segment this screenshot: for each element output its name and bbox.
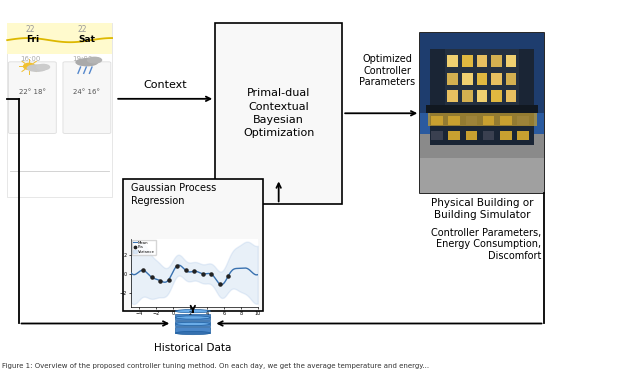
FancyBboxPatch shape [477,90,487,102]
Circle shape [24,63,35,69]
Ellipse shape [36,65,49,70]
Ellipse shape [28,65,46,71]
FancyBboxPatch shape [431,131,443,141]
Text: 16:00: 16:00 [20,56,40,62]
Text: Gaussian Process
Regression: Gaussian Process Regression [131,183,216,206]
FancyBboxPatch shape [462,73,472,85]
Text: 22: 22 [26,25,35,34]
FancyBboxPatch shape [517,115,529,125]
Text: Controller Parameters,
Energy Consumption,
Discomfort: Controller Parameters, Energy Consumptio… [431,228,541,261]
FancyBboxPatch shape [420,33,544,193]
FancyBboxPatch shape [175,327,211,333]
Text: Primal-dual
Contextual
Bayesian
Optimization: Primal-dual Contextual Bayesian Optimiza… [243,89,314,138]
FancyBboxPatch shape [420,158,544,193]
FancyBboxPatch shape [430,49,534,145]
FancyBboxPatch shape [465,131,477,141]
FancyBboxPatch shape [426,105,538,113]
FancyBboxPatch shape [492,73,502,85]
Text: 22: 22 [78,25,88,34]
Ellipse shape [175,331,211,335]
FancyBboxPatch shape [447,90,458,102]
FancyBboxPatch shape [445,49,519,105]
FancyBboxPatch shape [215,23,342,204]
FancyBboxPatch shape [506,55,516,67]
FancyBboxPatch shape [477,73,487,85]
FancyBboxPatch shape [465,115,477,125]
FancyBboxPatch shape [447,55,458,67]
FancyBboxPatch shape [462,90,472,102]
FancyBboxPatch shape [500,131,511,141]
FancyBboxPatch shape [492,55,502,67]
Ellipse shape [88,57,102,63]
Text: Physical Building or
Building Simulator: Physical Building or Building Simulator [431,199,533,220]
FancyBboxPatch shape [8,62,56,134]
FancyBboxPatch shape [447,73,458,85]
FancyBboxPatch shape [477,55,487,67]
FancyBboxPatch shape [420,134,544,193]
Ellipse shape [76,59,98,66]
Ellipse shape [175,310,211,313]
Ellipse shape [175,322,211,325]
FancyBboxPatch shape [500,115,511,125]
FancyBboxPatch shape [431,115,443,125]
Text: 22° 18°: 22° 18° [19,89,46,95]
FancyBboxPatch shape [483,131,495,141]
FancyBboxPatch shape [7,23,112,54]
Text: Fri: Fri [26,35,39,44]
Ellipse shape [175,316,211,319]
FancyBboxPatch shape [492,90,502,102]
FancyBboxPatch shape [517,131,529,141]
FancyBboxPatch shape [506,90,516,102]
FancyBboxPatch shape [462,55,472,67]
FancyBboxPatch shape [420,33,544,137]
Text: Context: Context [143,80,187,90]
FancyBboxPatch shape [506,73,516,85]
FancyBboxPatch shape [175,314,211,320]
Text: 24° 16°: 24° 16° [74,89,100,95]
Text: Figure 1: Overview of the proposed controller tuning method. On each day, we get: Figure 1: Overview of the proposed contr… [2,363,429,369]
FancyBboxPatch shape [449,115,460,125]
FancyBboxPatch shape [7,23,112,197]
FancyBboxPatch shape [175,321,211,327]
FancyBboxPatch shape [483,115,495,125]
FancyBboxPatch shape [449,131,460,141]
Text: Sat: Sat [79,35,95,44]
Text: 19:00: 19:00 [72,56,93,62]
FancyBboxPatch shape [63,62,111,134]
FancyBboxPatch shape [420,113,544,137]
FancyBboxPatch shape [123,179,263,311]
Text: Historical Data: Historical Data [154,343,232,353]
Text: Optimized
Controller
Parameters: Optimized Controller Parameters [360,54,415,87]
FancyBboxPatch shape [428,113,537,126]
